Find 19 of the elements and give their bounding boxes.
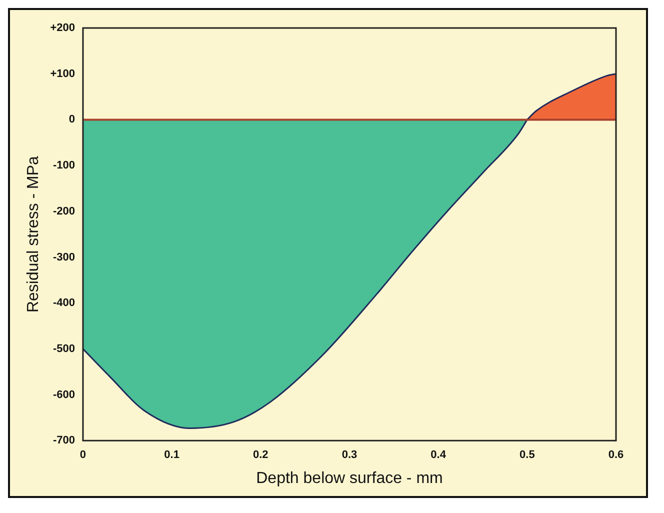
- y-tick-label: -400: [52, 297, 75, 310]
- y-tick-label: -700: [52, 434, 75, 447]
- y-tick-label: 0: [68, 114, 75, 126]
- x-tick-label: 0.1: [164, 449, 180, 462]
- y-tick-label: +200: [50, 22, 75, 34]
- y-tick-label: -300: [52, 251, 75, 264]
- x-tick-label: 0.6: [608, 449, 624, 462]
- y-tick-label: -200: [52, 205, 75, 218]
- y-axis-title: Residual stress - MPa: [25, 156, 42, 313]
- y-tick-label: +100: [50, 68, 75, 80]
- x-tick-label: 0.2: [253, 449, 268, 462]
- x-axis-title: Depth below surface - mm: [256, 470, 443, 487]
- x-tick-label: 0.3: [342, 449, 358, 462]
- y-tick-label: -100: [52, 160, 75, 172]
- y-tick-label: -600: [52, 388, 75, 401]
- x-tick-label: 0: [80, 449, 86, 462]
- x-tick-label: 0.5: [520, 449, 535, 462]
- x-tick-label: 0.4: [430, 449, 447, 462]
- y-tick-label: -500: [52, 342, 75, 355]
